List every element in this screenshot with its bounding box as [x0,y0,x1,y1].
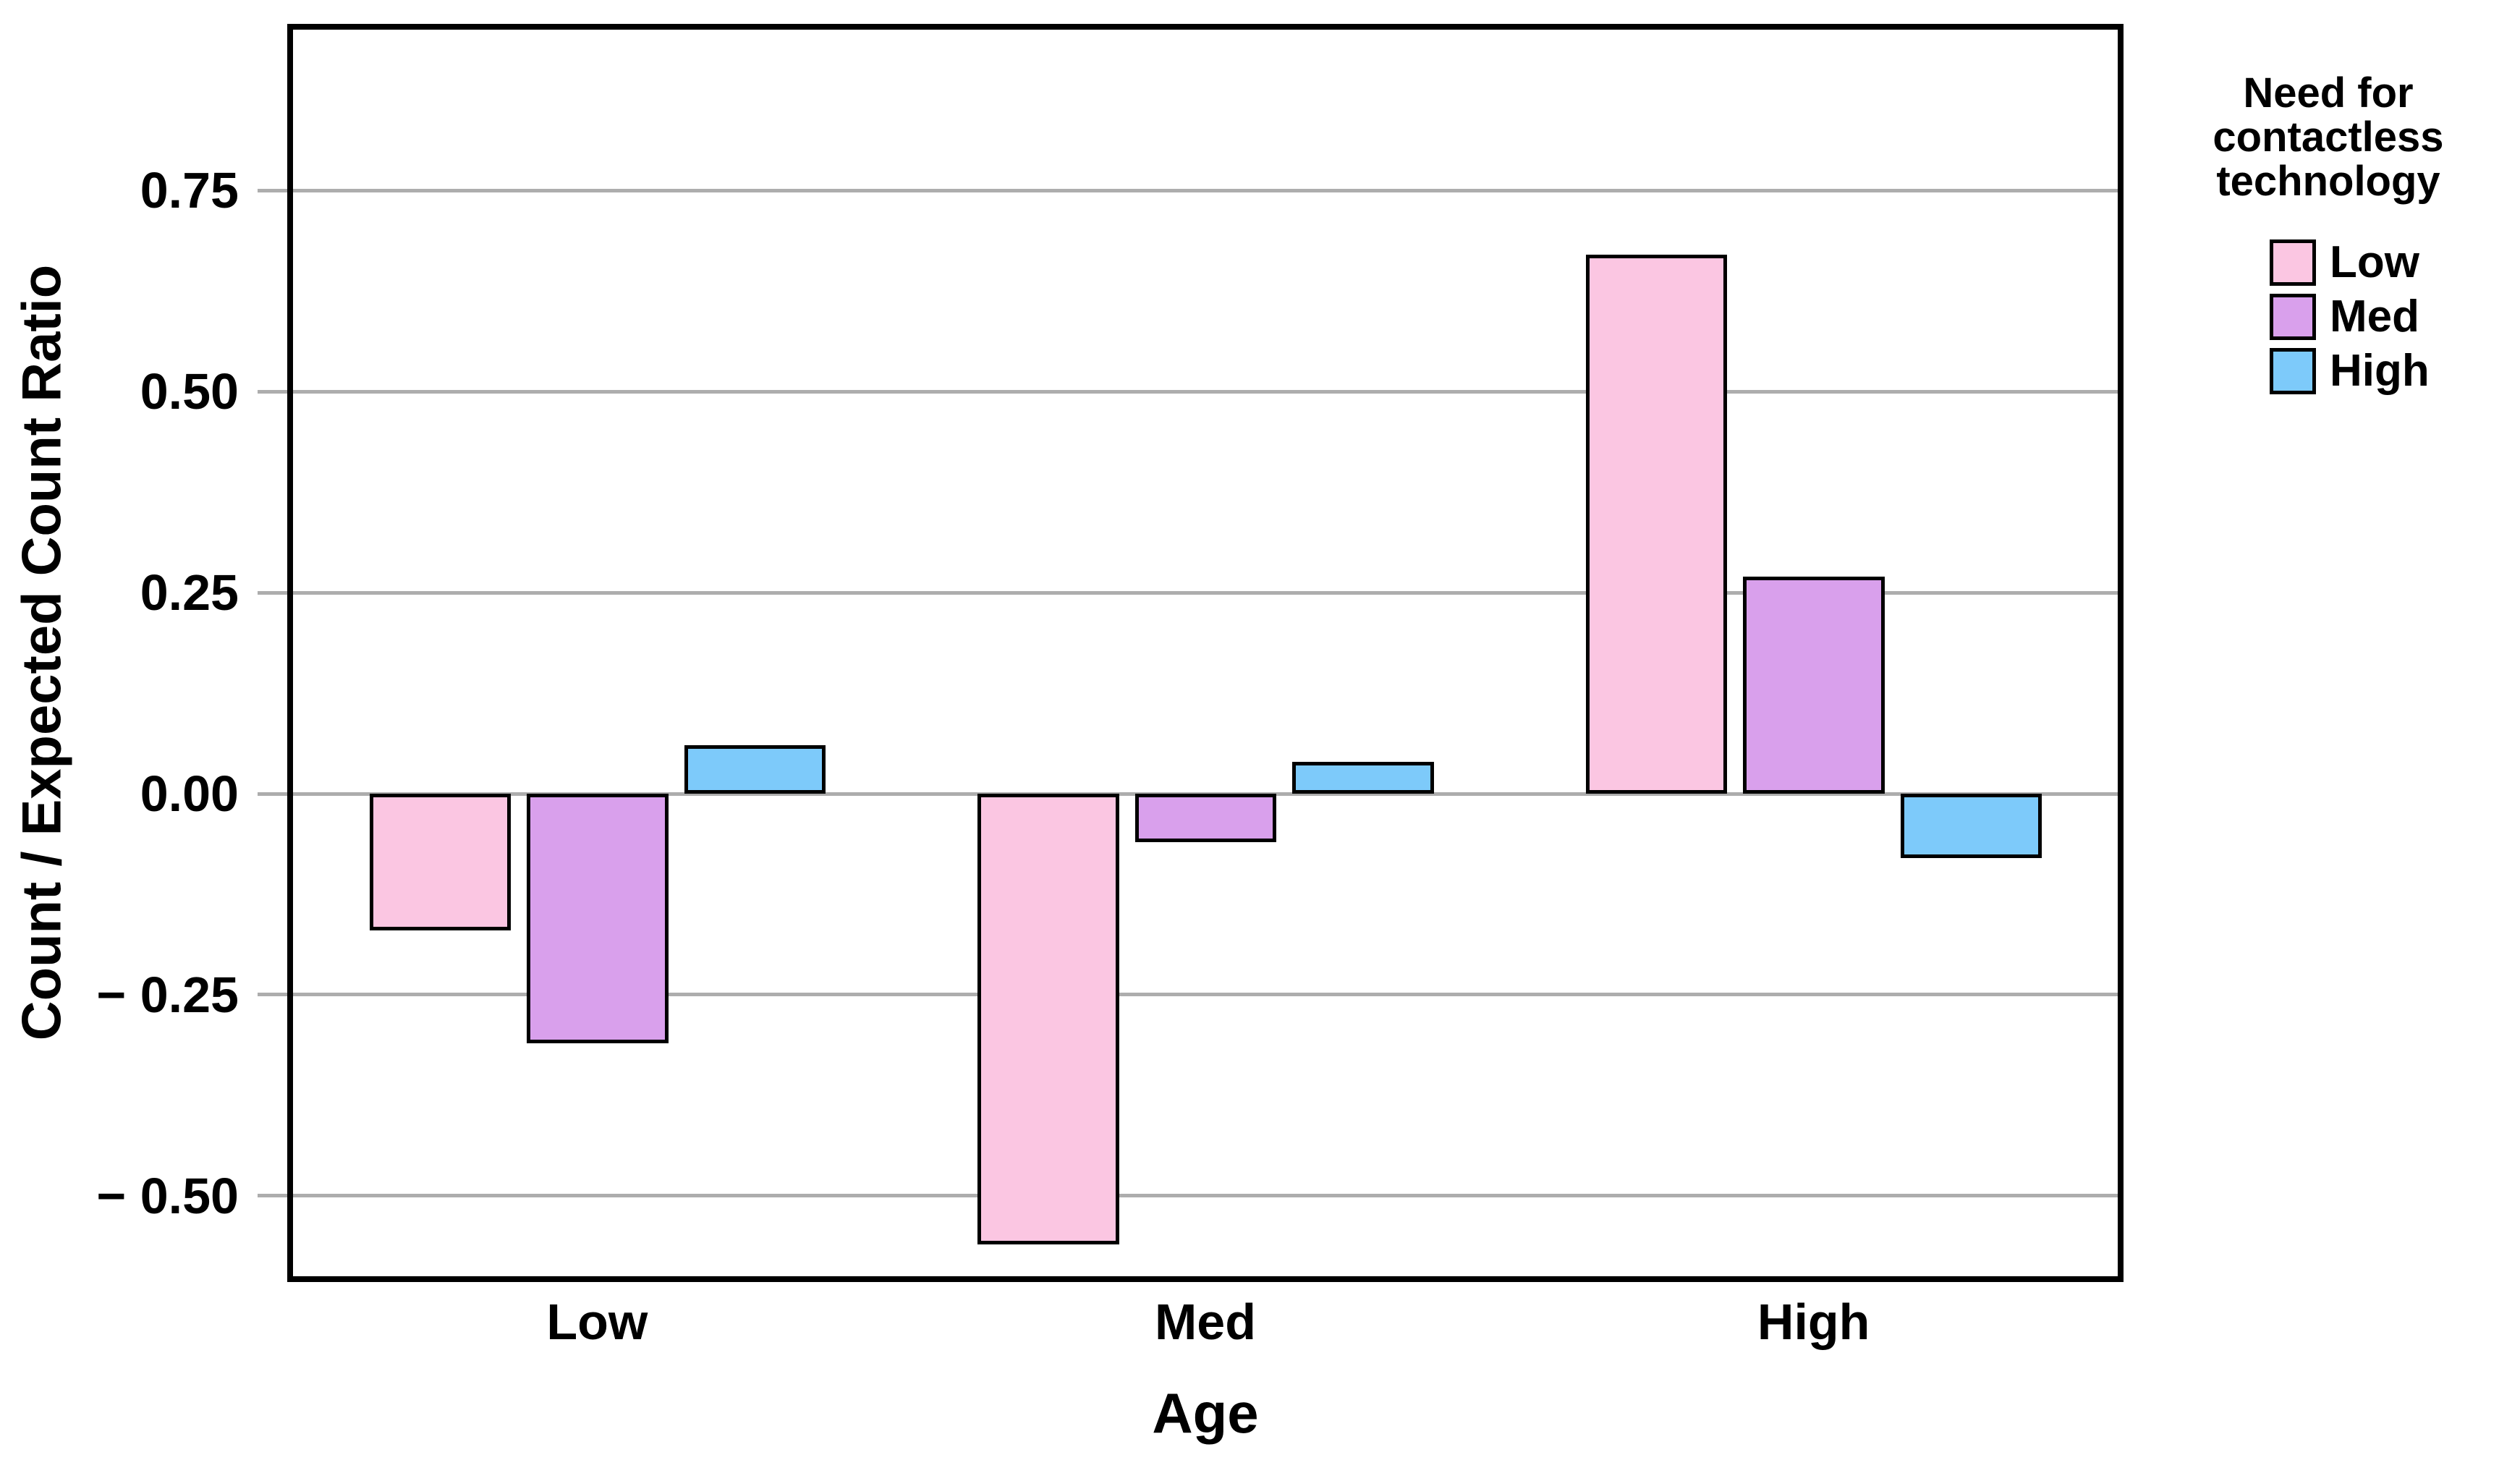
x-category-label: High [1757,1294,1870,1350]
gridline [293,993,2118,997]
x-category-label: Low [546,1294,648,1350]
bar-low-med [527,794,669,1043]
gridline [293,389,2118,394]
y-tick-label: − 0.50 [96,1167,239,1224]
bar-high-high [1900,794,2042,858]
bar-med-low [977,794,1119,1244]
legend-swatch-med [2270,294,2316,340]
x-axis-title: Age [1152,1381,1259,1445]
legend-label: High [2330,346,2430,396]
bar-med-high [1292,761,1434,794]
plot-area [258,24,2124,1282]
y-axis-tick-mark [258,1194,287,1198]
legend-item: Med [2270,294,2513,340]
legend-label: Low [2330,237,2419,287]
x-category-label: Med [1155,1294,1256,1350]
legend-item: Low [2270,239,2513,286]
gridline [293,188,2118,192]
y-axis-tick-mark [258,590,287,595]
y-tick-label: − 0.25 [96,966,239,1023]
y-tick-label: 0.50 [140,363,239,420]
bar-high-low [1585,255,1728,794]
bar-low-high [684,745,826,794]
legend-item: High [2270,348,2513,394]
bar-med-med [1134,794,1277,842]
legend-title-line: technology [2216,158,2440,205]
y-tick-label: 0.75 [140,162,239,219]
y-axis-tick-mark [258,389,287,394]
y-axis-tick-mark [258,188,287,192]
bar-low-low [369,794,511,930]
legend-title-line: contactless [2213,114,2444,161]
gridline [293,1194,2118,1198]
gridline [293,590,2118,595]
legend-swatch-low [2270,239,2316,286]
legend-title: Need for contactless technology [2144,71,2513,203]
y-tick-label: 0.00 [140,765,239,823]
legend-label: Med [2330,292,2419,341]
legend: Need for contactless technology Low Med … [2144,71,2513,402]
y-axis-tick-mark [258,792,287,796]
y-axis-tick-mark [258,993,287,997]
y-tick-label: 0.25 [140,564,239,621]
legend-swatch-high [2270,348,2316,394]
bar-high-med [1743,576,1885,794]
legend-title-line: Need for [2243,69,2414,116]
legend-items: Low Med High [2144,239,2513,394]
